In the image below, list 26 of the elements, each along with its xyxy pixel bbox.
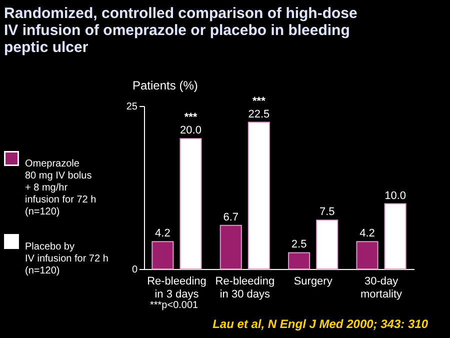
x-tick-label: 30-day mortality [360, 276, 403, 300]
chart-title: Randomized, controlled comparison of high-dose IV infusion of omeprazole or placebo in bleeding peptic ulcer [4, 5, 358, 56]
bar [152, 241, 174, 270]
data-label: 10.0 [384, 190, 406, 202]
bar [220, 224, 242, 270]
data-label: 7.5 [319, 206, 335, 218]
y-axis-title: Patients (%) [132, 78, 198, 92]
text: ***p<0.001 [150, 300, 198, 311]
data-label: 22.5 [248, 108, 270, 120]
data-label: 4.2 [360, 228, 375, 240]
annotation: *** [184, 112, 198, 124]
bar [288, 252, 310, 270]
data-label: 20.0 [180, 124, 202, 137]
legend-label: Omeprazole 80 mg IV bolus + 8 mg/hr infusion for 72 h (n=120) [25, 158, 96, 218]
y-tick-label: 25 [126, 102, 138, 112]
x-tick-label: Surgery [294, 276, 333, 288]
data-label: 4.2 [155, 228, 170, 240]
data-label: 6.7 [223, 211, 239, 224]
x-tick-label: Re-bleeding in 3 days [147, 276, 206, 300]
data-label: 2.5 [291, 238, 307, 251]
x-tick-label: Re-bleeding in 30 days [215, 276, 275, 300]
text: Lau et al, N Engl J Med 2000; 343: 310 [212, 317, 428, 331]
annotation: *** [252, 95, 266, 108]
bar [356, 241, 378, 270]
legend-label: Placebo by IV infusion for 72 h (n=120) [25, 242, 108, 276]
y-tick-label: 0 [132, 264, 138, 276]
